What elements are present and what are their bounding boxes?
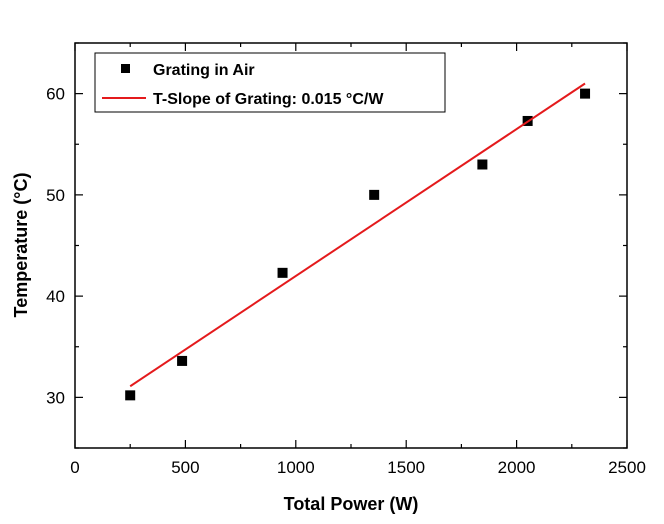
x-tick-label: 2500 [608, 458, 646, 477]
series-layer [125, 82, 591, 401]
data-point [177, 355, 188, 366]
x-axis-title: Total Power (W) [284, 494, 419, 514]
x-tick-label: 2000 [498, 458, 536, 477]
y-tick-label: 30 [46, 388, 65, 407]
fit-line [129, 82, 586, 388]
data-point [580, 88, 591, 99]
data-point [125, 390, 136, 401]
plot-frame [74, 42, 628, 449]
x-tick-label: 1500 [387, 458, 425, 477]
y-axis-title: Temperature (°C) [11, 173, 31, 318]
x-tick-label: 1000 [277, 458, 315, 477]
legend-label-grating-in-air: Grating in Air [153, 62, 255, 79]
x-tick-label: 500 [171, 458, 199, 477]
y-tick-label: 50 [46, 186, 65, 205]
data-point [369, 189, 380, 200]
data-point [277, 267, 288, 278]
legend: Grating in Air T-Slope of Grating: 0.015… [94, 52, 446, 113]
legend-marker-grating-in-air [121, 64, 130, 73]
tick-labels-layer: 0 500 1000 1500 2000 2500 30 40 50 60 [46, 85, 646, 477]
y-tick-label: 40 [46, 287, 65, 306]
y-tick-label: 60 [46, 85, 65, 104]
legend-label-t-slope: T-Slope of Grating: 0.015 °C/W [153, 91, 384, 108]
x-tick-label: 0 [70, 458, 79, 477]
legend-box [94, 52, 446, 113]
data-point [477, 159, 488, 170]
